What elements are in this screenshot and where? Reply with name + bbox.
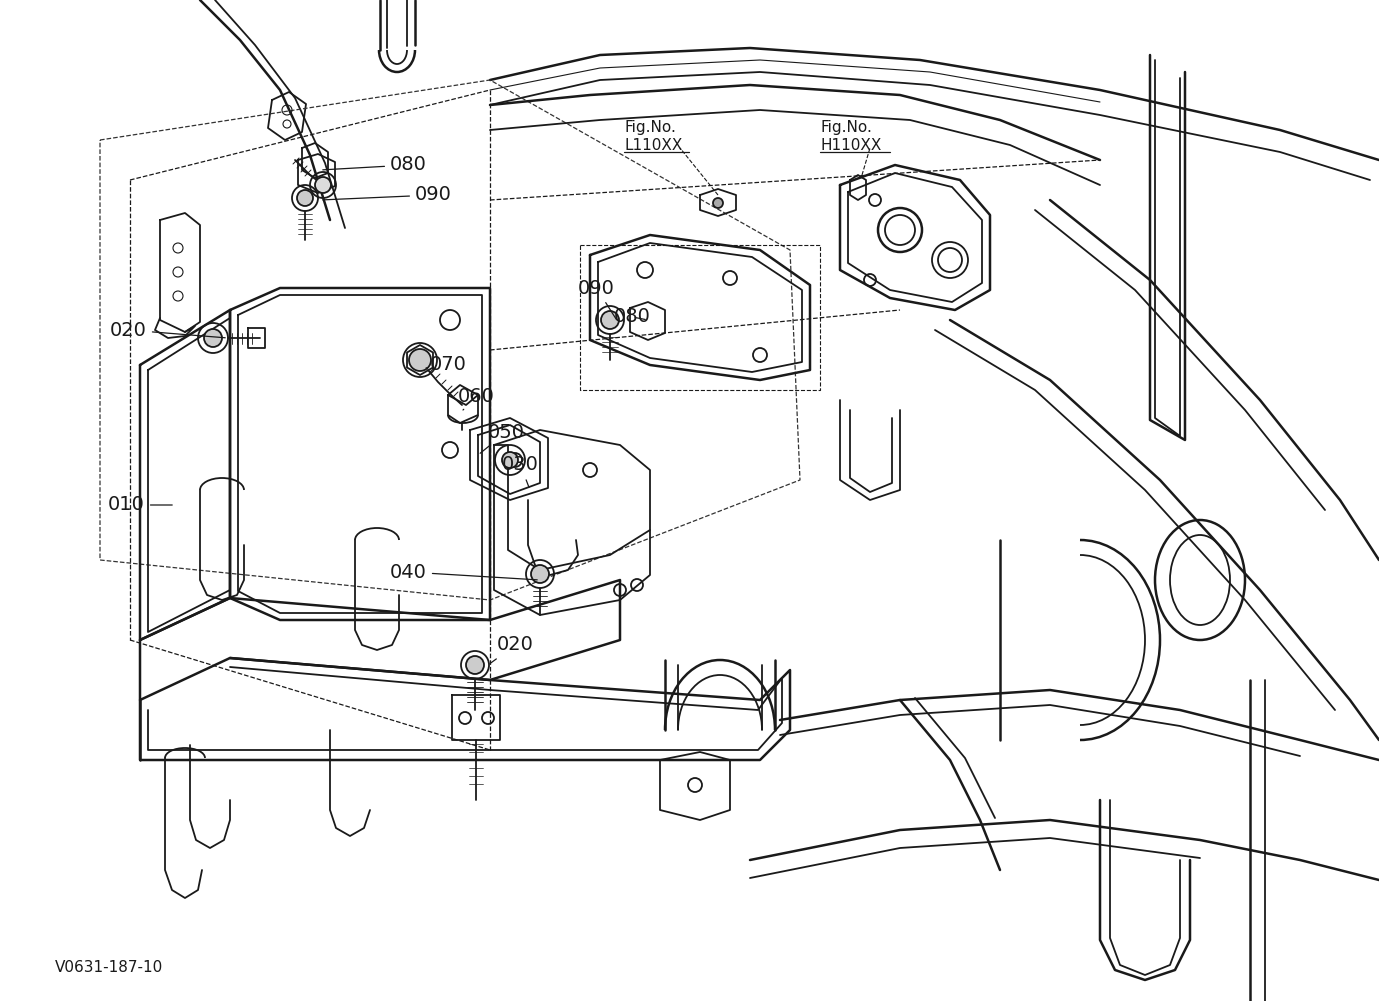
Circle shape bbox=[713, 198, 723, 208]
Circle shape bbox=[466, 656, 484, 674]
Text: V0631-187-10: V0631-187-10 bbox=[55, 960, 163, 975]
Circle shape bbox=[410, 349, 432, 371]
Text: 070: 070 bbox=[426, 355, 467, 374]
Text: 020: 020 bbox=[491, 636, 534, 664]
Circle shape bbox=[314, 177, 331, 193]
Text: 060: 060 bbox=[458, 387, 495, 410]
Circle shape bbox=[204, 329, 222, 347]
Circle shape bbox=[531, 565, 549, 583]
Text: 030: 030 bbox=[502, 455, 539, 487]
Circle shape bbox=[502, 452, 519, 468]
Text: 020: 020 bbox=[110, 320, 225, 339]
Text: Fig.No.: Fig.No. bbox=[821, 120, 872, 135]
Text: L110XX: L110XX bbox=[625, 138, 683, 153]
Text: 090: 090 bbox=[578, 278, 616, 319]
Circle shape bbox=[601, 311, 619, 329]
Text: 010: 010 bbox=[108, 495, 172, 515]
Text: 080: 080 bbox=[323, 155, 427, 174]
Circle shape bbox=[296, 190, 313, 206]
Text: 050: 050 bbox=[480, 422, 525, 453]
Text: H110XX: H110XX bbox=[821, 138, 881, 153]
Text: 080: 080 bbox=[614, 307, 651, 326]
Text: Fig.No.: Fig.No. bbox=[625, 120, 676, 135]
Text: 040: 040 bbox=[390, 563, 538, 582]
Text: 090: 090 bbox=[323, 185, 452, 204]
